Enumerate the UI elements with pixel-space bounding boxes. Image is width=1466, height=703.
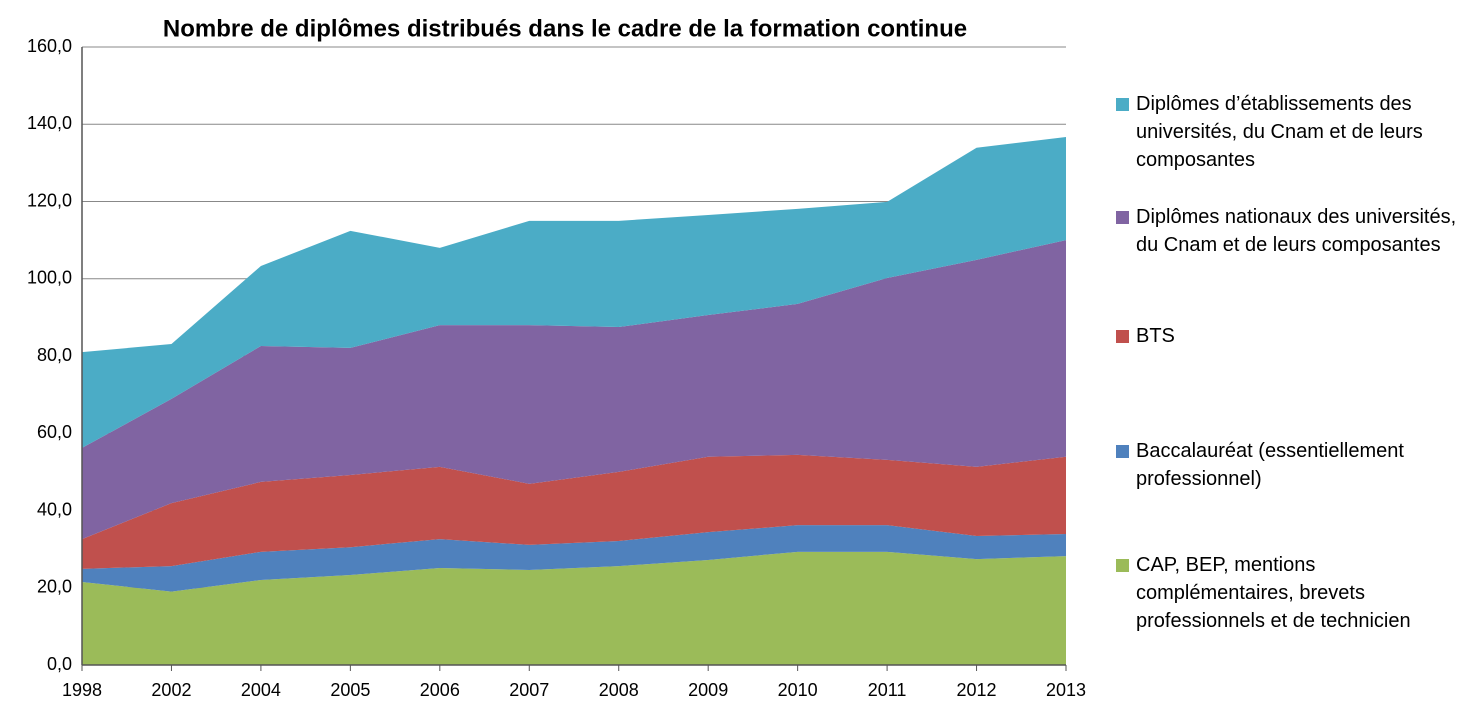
- area: [82, 551, 1066, 665]
- x-tick-label: 2008: [599, 680, 639, 700]
- x-tick-label: 1998: [62, 680, 102, 700]
- legend-swatch: [1116, 559, 1129, 572]
- x-tick-label: 2006: [420, 680, 460, 700]
- legend-item: BTS: [1116, 322, 1461, 350]
- legend-label: Diplômes nationaux des universités, du C…: [1136, 206, 1457, 256]
- x-tick-label: 2010: [778, 680, 818, 700]
- y-tick-label: 100,0: [27, 268, 72, 288]
- x-tick-label: 2013: [1046, 680, 1086, 700]
- x-tick-label: 2002: [151, 680, 191, 700]
- x-tick-label: 2011: [868, 680, 907, 700]
- x-tick-label: 2004: [241, 680, 281, 700]
- legend-label: Diplômes d’établissements des université…: [1136, 93, 1423, 171]
- area: [82, 525, 1066, 592]
- y-tick-label: 20,0: [37, 577, 72, 597]
- chart-title: Nombre de diplômes distribués dans le ca…: [163, 15, 967, 42]
- legend-item: CAP, BEP, mentions complémentaires, brev…: [1116, 551, 1461, 635]
- legend-item: Diplômes d’établissements des université…: [1116, 90, 1461, 174]
- legend-label: BTS: [1136, 325, 1175, 347]
- legend-label: CAP, BEP, mentions complémentaires, brev…: [1136, 554, 1411, 632]
- y-tick-label: 140,0: [27, 113, 72, 133]
- x-tick-label: 2012: [957, 680, 997, 700]
- legend-item: Diplômes nationaux des universités, du C…: [1116, 203, 1461, 259]
- y-tick-label: 80,0: [37, 345, 72, 365]
- y-tick-label: 60,0: [37, 422, 72, 442]
- x-tick-label: 2007: [509, 680, 549, 700]
- y-tick-label: 40,0: [37, 499, 72, 519]
- legend-swatch: [1116, 211, 1129, 224]
- legend-label: Baccalauréat (essentiellement profession…: [1136, 440, 1404, 490]
- area: [82, 240, 1066, 540]
- legend-swatch: [1116, 98, 1129, 111]
- y-tick-label: 0,0: [47, 654, 72, 674]
- legend-swatch: [1116, 330, 1129, 343]
- x-tick-label: 2009: [688, 680, 728, 700]
- legend-swatch: [1116, 445, 1129, 458]
- y-tick-label: 160,0: [27, 36, 72, 56]
- legend-item: Baccalauréat (essentiellement profession…: [1116, 437, 1461, 493]
- area: [82, 136, 1066, 448]
- x-tick-label: 2005: [330, 680, 370, 700]
- area: [82, 454, 1066, 569]
- y-tick-label: 120,0: [27, 190, 72, 210]
